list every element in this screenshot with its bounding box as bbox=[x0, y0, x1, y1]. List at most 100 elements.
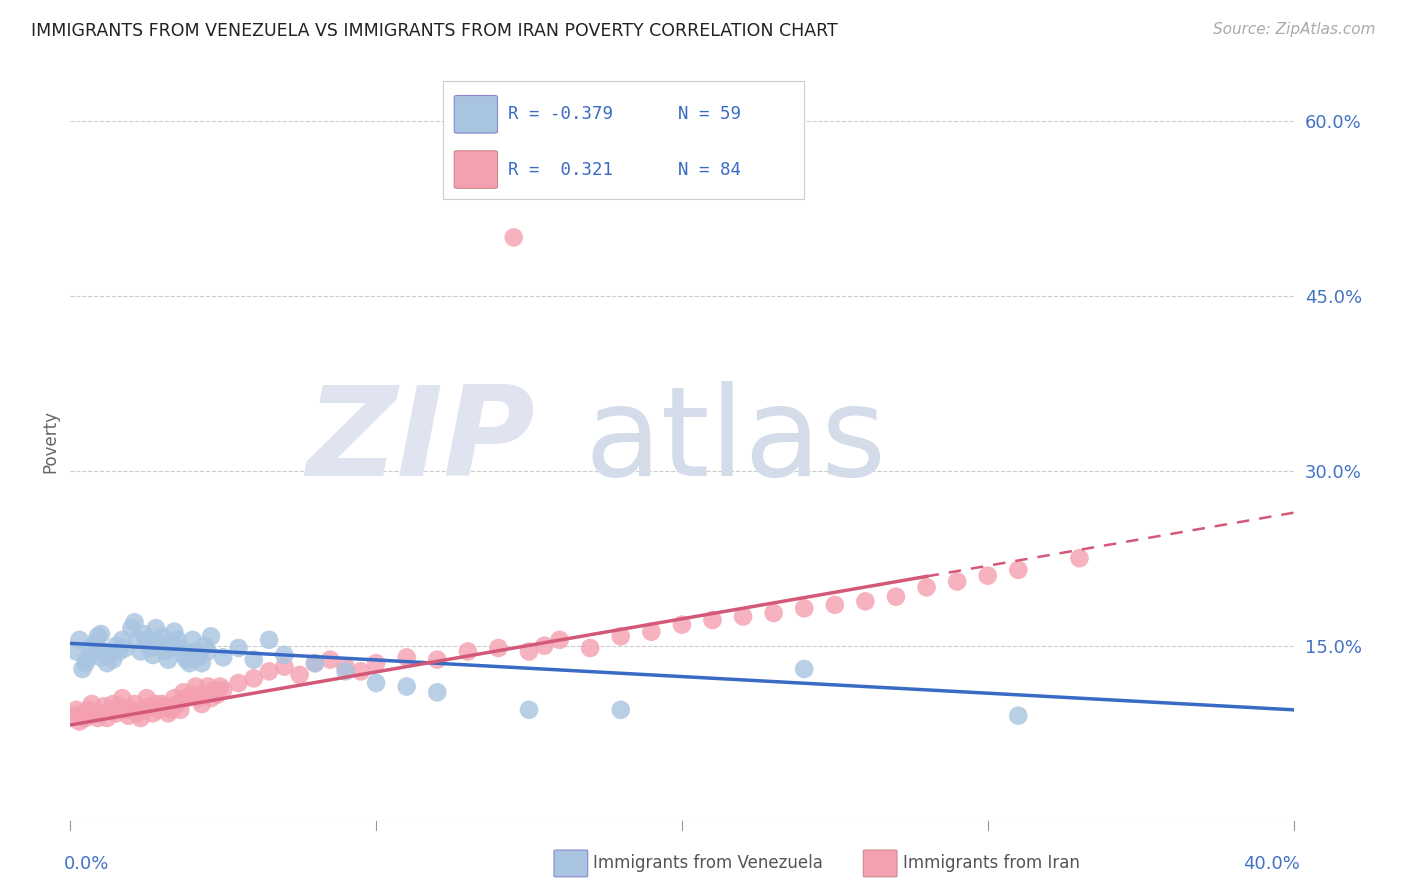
Point bbox=[304, 656, 326, 670]
Point bbox=[610, 703, 633, 717]
Point bbox=[90, 650, 112, 665]
Point bbox=[72, 662, 94, 676]
Point bbox=[69, 714, 91, 729]
Point bbox=[733, 609, 755, 624]
Point bbox=[69, 632, 91, 647]
Point bbox=[257, 632, 280, 647]
Point bbox=[517, 644, 540, 658]
Point bbox=[129, 644, 152, 658]
Point bbox=[108, 699, 131, 714]
Point bbox=[172, 648, 194, 662]
Text: 0.0%: 0.0% bbox=[65, 855, 110, 872]
Point bbox=[184, 644, 207, 658]
Point bbox=[160, 636, 183, 650]
Point bbox=[191, 656, 214, 670]
Text: Immigrants from Venezuela: Immigrants from Venezuela bbox=[593, 854, 823, 871]
Point bbox=[145, 697, 167, 711]
Point bbox=[212, 683, 235, 698]
Point bbox=[132, 627, 155, 641]
Point bbox=[72, 706, 94, 721]
Point bbox=[640, 624, 662, 639]
Point bbox=[243, 653, 266, 667]
Point bbox=[184, 680, 207, 694]
Point bbox=[1069, 551, 1091, 566]
Point bbox=[90, 706, 112, 721]
Point bbox=[65, 644, 87, 658]
Point bbox=[824, 598, 846, 612]
Point bbox=[124, 615, 146, 630]
Point bbox=[257, 665, 280, 679]
Point bbox=[121, 703, 143, 717]
Point bbox=[80, 640, 103, 655]
Point bbox=[1007, 708, 1029, 723]
Point bbox=[77, 650, 100, 665]
Point bbox=[335, 665, 357, 679]
Point bbox=[228, 640, 250, 655]
Point bbox=[366, 676, 388, 690]
Text: ZIP: ZIP bbox=[307, 381, 536, 502]
Point bbox=[117, 708, 139, 723]
Point bbox=[319, 653, 342, 667]
Y-axis label: Poverty: Poverty bbox=[41, 410, 59, 473]
Point bbox=[111, 691, 134, 706]
Point bbox=[304, 656, 326, 670]
Point bbox=[96, 656, 118, 670]
Point bbox=[62, 708, 84, 723]
Point bbox=[142, 706, 165, 721]
Point bbox=[191, 697, 214, 711]
Text: Source: ZipAtlas.com: Source: ZipAtlas.com bbox=[1212, 22, 1375, 37]
Point bbox=[579, 640, 602, 655]
Point bbox=[87, 711, 110, 725]
Point bbox=[243, 671, 266, 685]
Point bbox=[172, 685, 194, 699]
Point bbox=[87, 629, 110, 643]
Point bbox=[77, 703, 100, 717]
Point bbox=[335, 659, 357, 673]
Point bbox=[166, 697, 188, 711]
Point bbox=[169, 640, 191, 655]
Point bbox=[273, 659, 295, 673]
Point bbox=[202, 683, 225, 698]
Text: IMMIGRANTS FROM VENEZUELA VS IMMIGRANTS FROM IRAN POVERTY CORRELATION CHART: IMMIGRANTS FROM VENEZUELA VS IMMIGRANTS … bbox=[31, 22, 838, 40]
Point bbox=[702, 613, 724, 627]
Point bbox=[209, 680, 232, 694]
Point bbox=[610, 629, 633, 643]
Point bbox=[127, 706, 149, 721]
Point bbox=[395, 680, 418, 694]
Point bbox=[200, 691, 222, 706]
Point bbox=[163, 624, 186, 639]
Point bbox=[75, 656, 97, 670]
Point bbox=[350, 665, 373, 679]
Point bbox=[946, 574, 969, 589]
Point bbox=[96, 711, 118, 725]
Point bbox=[395, 650, 418, 665]
Point bbox=[366, 656, 388, 670]
Point bbox=[205, 688, 228, 702]
Point bbox=[288, 668, 311, 682]
Point bbox=[93, 699, 115, 714]
Point bbox=[762, 606, 785, 620]
Point bbox=[176, 691, 198, 706]
Point bbox=[101, 697, 124, 711]
Point bbox=[65, 703, 87, 717]
Point bbox=[98, 648, 121, 662]
Point bbox=[517, 703, 540, 717]
Point bbox=[273, 648, 295, 662]
Point bbox=[105, 639, 128, 653]
Point bbox=[194, 688, 217, 702]
Point bbox=[855, 594, 877, 608]
Point bbox=[129, 711, 152, 725]
Point bbox=[153, 699, 176, 714]
Text: atlas: atlas bbox=[583, 381, 886, 502]
Point bbox=[80, 697, 103, 711]
Point bbox=[139, 640, 162, 655]
Point bbox=[93, 644, 115, 658]
Point bbox=[114, 703, 136, 717]
Point bbox=[884, 590, 907, 604]
Point bbox=[121, 621, 143, 635]
Point bbox=[200, 629, 222, 643]
Point bbox=[976, 568, 998, 582]
Point bbox=[169, 703, 191, 717]
Point bbox=[135, 691, 157, 706]
Point bbox=[426, 685, 449, 699]
